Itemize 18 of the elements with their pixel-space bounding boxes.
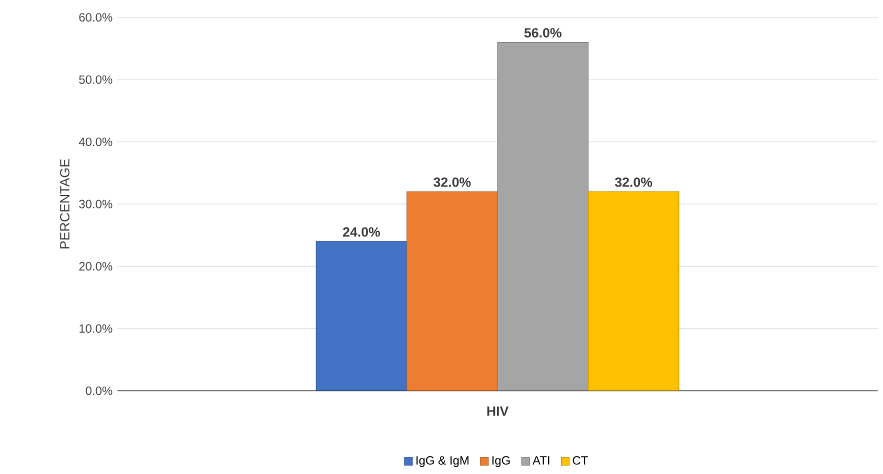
bar <box>497 42 588 392</box>
x-tick-label: HIV <box>487 406 509 416</box>
y-tick-label: 20.0% <box>79 262 112 271</box>
legend-label: IgG <box>492 456 510 468</box>
legend-label: IgG & IgM <box>416 456 468 468</box>
legend-label: ATI <box>532 456 550 465</box>
legend-label: CT <box>572 456 588 465</box>
y-tick-label: 10.0% <box>80 324 112 334</box>
data-label: 32.0% <box>434 178 471 188</box>
y-tick-label: 50.0% <box>79 76 112 84</box>
y-tick-label: 40.0% <box>78 138 112 146</box>
y-tick-label: 30.0% <box>79 200 112 209</box>
data-label: 24.0% <box>343 228 380 237</box>
y-tick-label: 60.0% <box>79 13 112 22</box>
y-tick-label: 0.0% <box>86 386 112 396</box>
data-label: 56.0% <box>524 28 562 38</box>
data-label: 32.0% <box>614 178 652 188</box>
y-axis-title: PERCENTAGE <box>60 159 70 249</box>
